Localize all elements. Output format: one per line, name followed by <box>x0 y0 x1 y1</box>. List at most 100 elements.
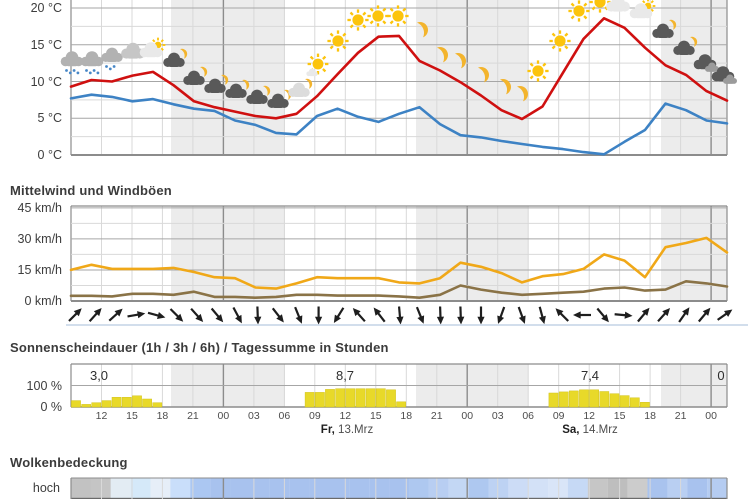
sunshine-bar <box>325 389 335 408</box>
wind-direction-arrow <box>637 307 650 323</box>
cloud-cover-cell <box>309 478 330 499</box>
sunshine-bar <box>121 397 132 408</box>
cloud-cover-next-row <box>71 497 727 499</box>
cloud-cover-cell <box>508 478 529 499</box>
cloud-cover-cell <box>687 478 708 499</box>
weather-icon-moon-cloud-dark <box>163 48 188 67</box>
temperature-ytick-label: 0 °C <box>37 148 62 162</box>
wind-direction-arrow <box>497 306 506 324</box>
sunshine-bar <box>568 390 579 408</box>
wind-ytick-label: 45 km/h <box>17 200 62 215</box>
weather-icon-moon-cloud-dark <box>225 79 250 98</box>
wind-ytick-label: 15 km/h <box>17 262 62 277</box>
cloud-cover-cell <box>249 478 270 499</box>
sunshine-bar <box>81 404 92 408</box>
wind-direction-arrow <box>596 307 609 323</box>
cloud-cover-cell <box>389 478 410 499</box>
weather-icon-moon <box>500 79 511 95</box>
sunshine-xtick-label: 06 <box>278 410 291 422</box>
wind-direction-arrow <box>555 308 569 322</box>
wind-direction-arrow <box>678 307 690 323</box>
wind-direction-arrow <box>254 306 262 325</box>
temperature-red-line <box>69 16 729 121</box>
wind-direction-arrow <box>147 311 166 319</box>
temperature-blue-line <box>69 93 729 156</box>
wind-gusts-line <box>69 236 729 290</box>
sunshine-xtick-label: 15 <box>126 410 138 422</box>
cloud-cover-cell <box>448 478 469 499</box>
sunshine-xtick-label: 18 <box>156 410 169 422</box>
wind-direction-arrow <box>717 309 733 321</box>
cloud-cover-cell <box>130 478 151 499</box>
sunshine-ytick-label: 0 % <box>40 400 62 414</box>
cloud-cover-cell <box>289 478 310 499</box>
sunshine-xtick-label: 15 <box>369 410 382 422</box>
cloud-cover-cell <box>607 478 628 499</box>
sunshine-bar <box>355 388 366 408</box>
wind-direction-arrow <box>373 307 386 323</box>
wind-direction-arrow <box>169 308 184 322</box>
wind-direction-arrow <box>210 307 224 323</box>
wind-direction-arrow <box>396 306 404 325</box>
weather-icon-sun <box>549 30 571 52</box>
weather-icon-sun <box>527 60 549 82</box>
wind-direction-arrow <box>415 306 425 324</box>
cloud-cover-cell <box>90 478 111 499</box>
sunshine-panel-title: Sonnenscheindauer (1h / 3h / 6h) / Tages… <box>10 340 389 355</box>
weather-icon-sun <box>327 30 349 52</box>
wind-direction-arrow <box>108 308 123 322</box>
sunshine-bar <box>152 402 163 408</box>
temperature-ytick-label: 5 °C <box>37 111 62 126</box>
wind-ytick-label: 30 km/h <box>17 231 62 246</box>
wind-direction-arrow <box>457 306 465 325</box>
cloud-cover-cell <box>667 478 688 499</box>
weather-icon-moon <box>437 47 448 63</box>
sunshine-xtick-label: 12 <box>583 410 595 422</box>
weather-icon-moon <box>417 22 428 38</box>
cloud-cover-cell <box>329 478 350 499</box>
weather-icon-rain <box>80 51 104 75</box>
sunshine-ytick-label: 100 % <box>26 378 62 393</box>
sunshine-xtick-label: 21 <box>187 410 199 422</box>
sunshine-xtick-label: 03 <box>491 410 504 422</box>
weather-icon-sun <box>347 9 369 31</box>
sunshine-bar <box>335 388 346 408</box>
weather-icon-moon-cloud-light <box>288 78 313 97</box>
weather-icon-sun <box>568 0 590 22</box>
sunshine-bar <box>629 397 640 408</box>
wind-direction-arrow <box>614 311 633 319</box>
cloud-cover-cell <box>369 478 390 499</box>
wind-direction-arrow <box>436 306 445 325</box>
sunshine-bar <box>579 389 589 408</box>
weather-icon-moon-cloud-dark <box>183 66 208 85</box>
sunshine-xtick-label: 09 <box>552 410 565 422</box>
sunshine-bar <box>315 392 325 408</box>
cloud-cover-cell <box>349 478 370 499</box>
cloud-cover-cell <box>269 478 290 499</box>
weather-icon-rain <box>60 51 84 75</box>
sunshine-bar <box>304 392 315 408</box>
sunshine-bar <box>599 391 610 408</box>
wind-direction-arrow <box>333 307 345 324</box>
sunshine-bar <box>91 402 102 408</box>
weather-icon-moon-cloud-dark <box>673 36 698 55</box>
weather-icon-moon <box>517 86 528 102</box>
sunshine-day-sum: 7,4 <box>580 368 600 383</box>
cloud-cover-cell <box>488 478 509 499</box>
weather-icon-moon-cloud-dark <box>204 74 229 93</box>
sunshine-xtick-label: 12 <box>95 410 108 422</box>
wind-direction-arrow <box>190 307 204 323</box>
sunshine-xtick-label: 00 <box>217 410 230 422</box>
wind-direction-arrow <box>127 311 146 319</box>
sunshine-xtick-label: 21 <box>674 410 687 422</box>
cloud-cover-cell <box>71 478 91 499</box>
temperature-ytick-label: 20 °C <box>30 1 62 15</box>
sunshine-xtick-label: 18 <box>400 410 413 422</box>
wind-direction-arrow <box>271 307 284 323</box>
temperature-ytick-label: 15 °C <box>30 37 62 52</box>
weather-icon-cloud-sun <box>139 37 166 58</box>
sunshine-bar <box>365 388 376 408</box>
sunshine-xtick-label: 03 <box>248 410 260 422</box>
sunshine-bar <box>548 392 559 408</box>
temperature-ytick-label: 10 °C <box>30 74 62 89</box>
